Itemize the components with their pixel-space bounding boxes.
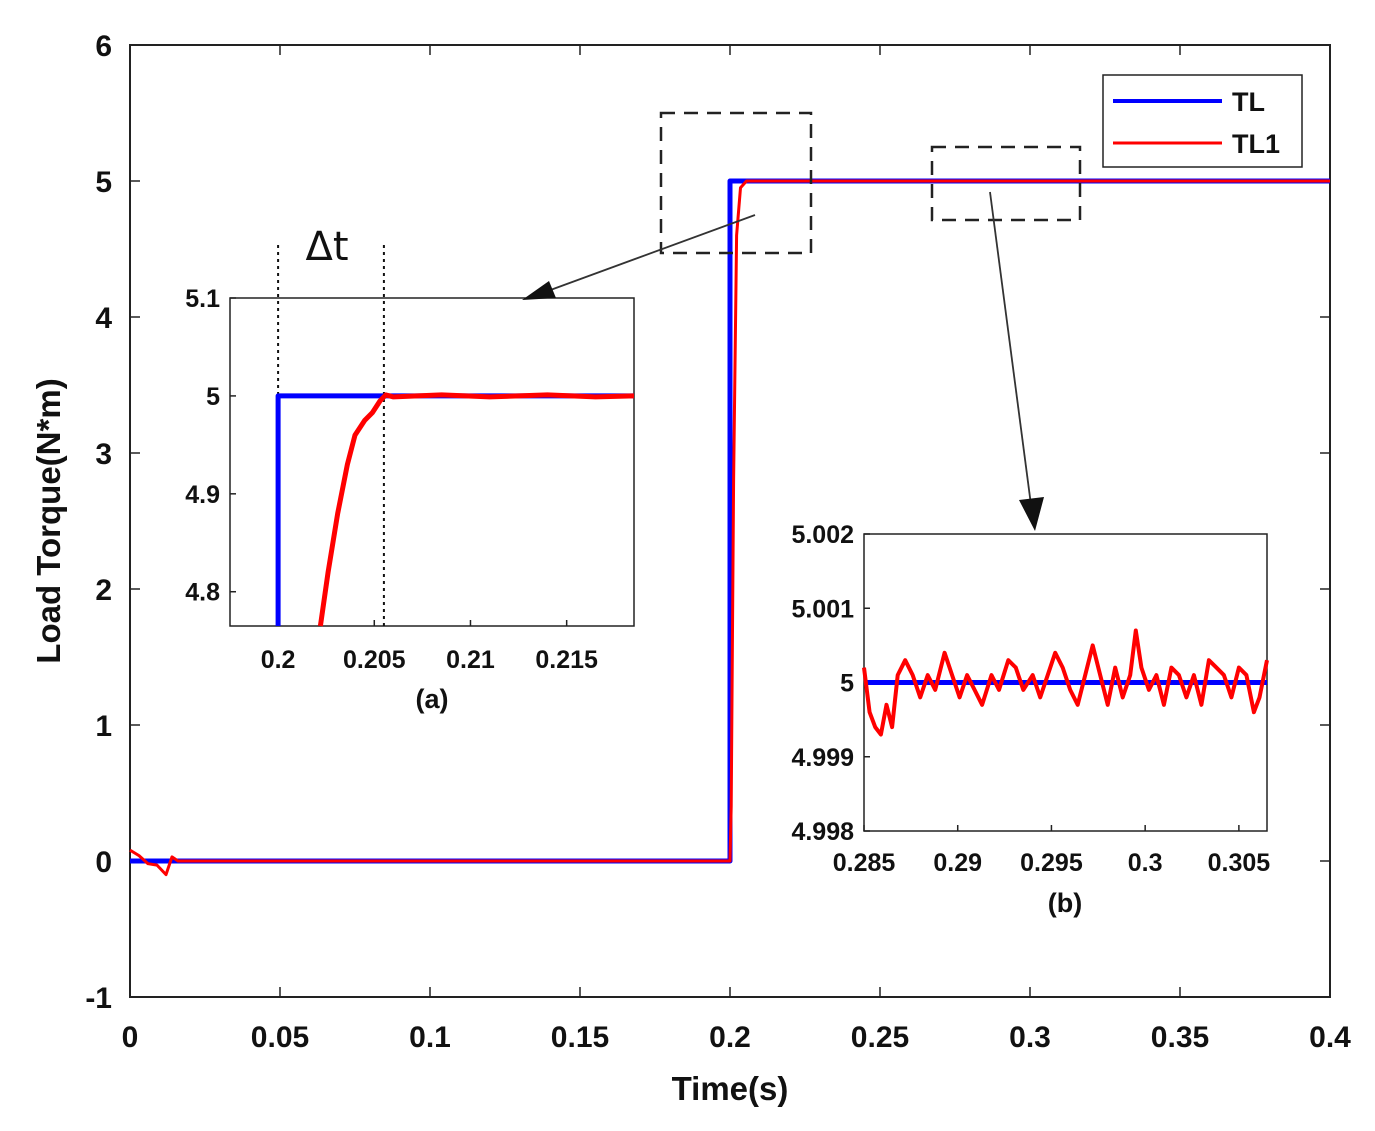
y-tick-label: 3: [95, 438, 112, 471]
x-tick-label: 0.2: [709, 1021, 751, 1054]
inset-b-caption: (b): [1048, 888, 1082, 918]
y-tick-label: -1: [85, 982, 112, 1015]
x-tick-label: 0.3: [1009, 1021, 1051, 1054]
series-tl1-line: [129, 179, 1330, 877]
x-tick-label: 0.21: [446, 646, 495, 674]
x-tick-label: 0.1: [409, 1021, 451, 1054]
y-tick-label: 4.999: [791, 744, 854, 772]
x-tick-label: 0.205: [343, 646, 406, 674]
y-tick-label: 5: [206, 383, 220, 411]
main-x-tick-labels: 0 0.05 0.1 0.15 0.2 0.25 0.3 0.35 0.4: [122, 1021, 1352, 1054]
inset-b-y-tick-labels: 4.998 4.999 5 5.001 5.002: [791, 521, 854, 846]
series-tl1-line: [317, 392, 635, 627]
delta-t-annotation: Δt: [305, 224, 348, 270]
inset-a-frame: [229, 297, 635, 627]
y-axis-label: Load Torque(N*m): [30, 378, 67, 663]
inset-a-x-tick-labels: 0.2 0.205 0.21 0.215: [261, 646, 598, 674]
y-tick-label: 4: [95, 302, 112, 335]
legend-label-tl1: TL1: [1232, 129, 1280, 159]
inset-a-series: [275, 245, 635, 627]
legend-label-tl: TL: [1232, 87, 1265, 117]
main-y-tick-labels: -1 0 1 2 3 4 5 6: [85, 30, 112, 1015]
legend-box: [1102, 74, 1303, 168]
x-tick-label: 0.215: [535, 646, 598, 674]
y-tick-label: 5.1: [185, 285, 220, 313]
y-tick-label: 2: [95, 574, 112, 607]
zoom-box-a: [659, 111, 813, 255]
y-tick-label: 5: [840, 670, 854, 698]
y-tick-label: 6: [95, 30, 112, 63]
x-tick-label: 0.305: [1208, 849, 1271, 877]
inset-b-series: [862, 628, 1269, 737]
legend: TL TL1: [1102, 74, 1303, 168]
y-tick-label: 5: [95, 166, 112, 199]
arrow-b-head: [1019, 497, 1044, 531]
y-tick-label: 5.002: [791, 521, 854, 549]
zoom-arrows: [522, 191, 1044, 531]
zoom-box-b: [930, 145, 1082, 222]
x-tick-label: 0.05: [251, 1021, 309, 1054]
y-tick-label: 1: [95, 710, 112, 743]
y-tick-label: 5.001: [791, 595, 854, 623]
y-tick-label: 4.998: [791, 818, 854, 846]
inset-a-caption: (a): [416, 684, 449, 714]
series-tl1-line: [862, 628, 1269, 737]
inset-b-x-tick-labels: 0.285 0.29 0.295 0.3 0.305: [833, 849, 1271, 877]
main-series: [129, 178, 1330, 877]
y-tick-label: 0: [95, 846, 112, 879]
x-tick-label: 0: [122, 1021, 139, 1054]
x-axis-label: Time(s): [672, 1070, 789, 1107]
x-tick-label: 0.25: [851, 1021, 909, 1054]
arrow-a-line: [544, 214, 756, 293]
x-tick-label: 0.3: [1128, 849, 1163, 877]
arrow-a-head: [522, 281, 556, 300]
x-tick-label: 0.2: [261, 646, 296, 674]
y-tick-label: 4.9: [185, 481, 220, 509]
arrow-b-line: [989, 191, 1032, 506]
x-tick-label: 0.35: [1151, 1021, 1209, 1054]
y-tick-label: 4.8: [185, 579, 220, 607]
x-tick-label: 0.15: [551, 1021, 609, 1054]
x-tick-label: 0.285: [833, 849, 896, 877]
x-tick-label: 0.4: [1309, 1021, 1351, 1054]
x-tick-label: 0.29: [933, 849, 982, 877]
inset-a-y-tick-labels: 4.8 4.9 5 5.1: [185, 285, 220, 607]
x-tick-label: 0.295: [1020, 849, 1083, 877]
